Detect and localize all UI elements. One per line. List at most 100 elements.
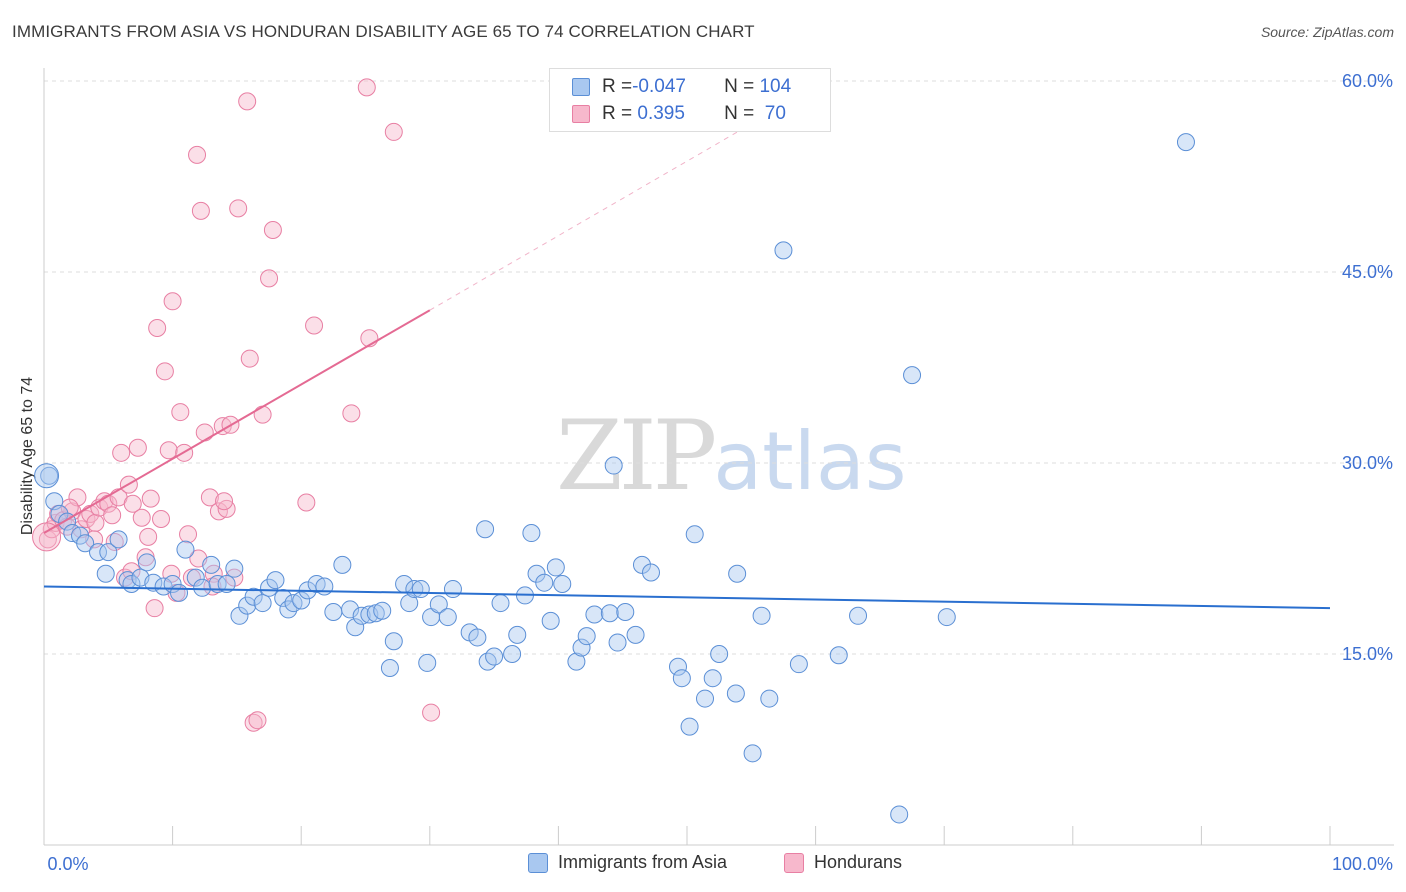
asia-point [890,805,909,824]
asia-point [144,573,163,592]
honduran-point [384,122,403,141]
honduran-point [148,319,167,338]
asia-point [585,605,604,624]
asia-point [577,627,596,646]
asia-point [546,558,565,577]
asia-point [696,689,715,708]
y-tick-label: 15.0% [1342,644,1393,664]
asia-point [668,657,687,676]
asia-point [468,628,487,647]
asia-point [608,633,627,652]
legend-n-label: N = [724,103,760,124]
honduran-point [188,145,207,164]
honduran-point [86,513,105,532]
asia-point [726,684,745,703]
asia-point [849,606,868,625]
asia-point [572,638,591,657]
honduran-point [195,423,214,442]
honduran-point [248,711,267,730]
asia-point [400,594,419,613]
honduran-point [139,527,158,546]
asia-point [789,655,808,674]
asia-point [728,564,747,583]
asia-point [315,577,334,596]
asia-point [99,543,118,562]
watermark-atlas: atlas [713,415,907,508]
asia-point [40,466,59,485]
asia-point [170,583,189,602]
honduran-trend-extension [429,108,778,311]
legend-item-hondurans: Hondurans [784,852,902,873]
honduran-point [305,316,324,335]
asia-point [176,540,195,559]
asia-point [260,578,279,597]
asia-point [266,571,285,590]
asia-point [522,524,541,543]
honduran-point [213,417,232,436]
asia-point [137,553,156,572]
asia-point [96,564,115,583]
asia-point [829,646,848,665]
asia-point [626,625,645,644]
asia-point [193,578,212,597]
asia-point [50,504,69,523]
honduran-point [163,292,182,311]
honduran-point [60,498,79,517]
asia-point [333,555,352,574]
asia-point [438,608,457,627]
asia-point [109,530,128,549]
asia-trend-line [43,585,1331,610]
asia-point [1176,133,1195,152]
legend-r-value: 0.395 [632,103,685,124]
legend-r-label: R = [602,103,633,124]
asia-point [710,645,729,663]
asia-point [685,525,704,544]
honduran-point [238,92,257,111]
asia-point [352,606,371,625]
honduran-point [68,488,87,507]
asia-point [760,689,779,708]
asia-point [225,559,244,578]
asia-point [672,669,691,688]
asia-point [743,744,762,763]
asia-point [503,645,522,663]
legend-n-value: 70 [759,103,786,124]
asia-point [76,534,95,553]
honduran-point [240,349,259,368]
watermark: ZIPatlas [556,400,907,512]
asia-point [253,594,272,613]
asia-point [429,595,448,614]
legend-label-asia: Immigrants from Asia [558,852,728,872]
honduran-point [122,562,141,581]
asia-point [217,574,236,593]
honduran-point [152,510,171,529]
asia-point [476,520,495,539]
asia-point [508,625,527,644]
legend-swatch-hondurans [784,852,804,873]
asia-point [373,601,392,620]
legend-item-asia: Immigrants from Asia [528,852,727,873]
asia-point [292,591,311,610]
asia-point [680,717,699,736]
asia-point [485,647,504,666]
asia-point [535,573,554,592]
honduran-point [123,494,142,513]
legend-n-label: N = [724,76,760,97]
asia-point [411,580,430,599]
honduran-point [145,599,164,618]
honduran-point [171,403,190,422]
series-legend: Immigrants from Asia Hondurans [0,852,1406,876]
asia-point [238,596,257,615]
asia-point [244,587,263,606]
y-tick-label: 30.0% [1342,453,1393,473]
honduran-trend-line [43,309,431,534]
honduran-point [263,220,282,239]
asia-point [641,563,660,582]
asia-point [937,608,956,627]
asia-point [553,574,572,593]
asia-point [230,606,249,625]
honduran-point [215,492,234,511]
asia-point [186,568,205,587]
honduran-point [128,438,147,457]
asia-point [341,600,360,619]
